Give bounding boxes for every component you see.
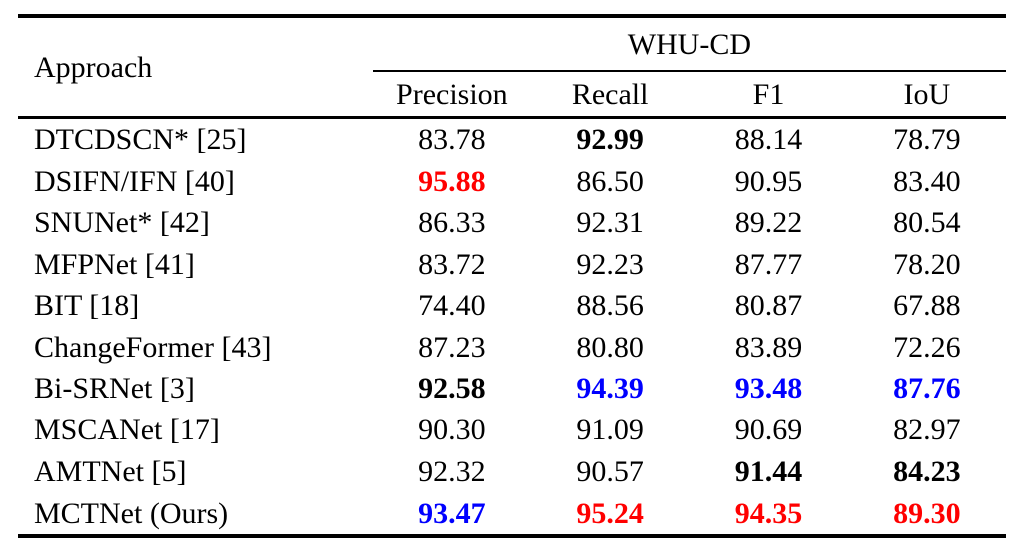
metric-value-cell: 83.40	[893, 164, 961, 198]
metric-value-cell: 84.23	[893, 454, 961, 488]
column-header-approach: Approach	[18, 16, 373, 119]
metric-value-cell: 90.30	[418, 413, 486, 447]
table-row: MSCANet [17] 90.30 91.09 90.69 82.97	[18, 409, 1006, 450]
table-row: MFPNet [41] 83.72 92.23 87.77 78.20	[18, 244, 1006, 285]
metric-value-cell: 78.20	[893, 247, 961, 281]
metric-value-cell: 87.77	[734, 247, 803, 281]
approach-cell: ChangeFormer [43]	[34, 330, 272, 364]
approach-cell: AMTNet [5]	[34, 454, 187, 488]
metric-value-cell: 80.87	[734, 289, 803, 323]
metric-value-cell: 88.14	[734, 123, 803, 157]
table-row: SNUNet* [42] 86.33 92.31 89.22 80.54	[18, 202, 1006, 243]
metric-value-cell: 92.58	[418, 372, 486, 406]
metric-value-cell: 67.88	[893, 289, 961, 323]
metric-value-cell: 95.24	[576, 496, 644, 530]
table-row: BIT [18] 74.40 88.56 80.87 67.88	[18, 285, 1006, 326]
approach-cell: MFPNet [41]	[34, 247, 195, 281]
metric-value-cell: 92.32	[418, 454, 486, 488]
metric-value-cell: 83.89	[734, 330, 803, 364]
column-header-iou: IoU	[847, 71, 1006, 119]
metric-value-cell: 87.23	[418, 330, 486, 364]
metric-value-cell: 86.33	[418, 206, 486, 240]
metric-value-cell: 92.31	[576, 206, 644, 240]
metric-value-cell: 74.40	[418, 289, 486, 323]
approach-cell: DTCDSCN* [25]	[34, 123, 247, 157]
table-row: Bi-SRNet [3] 92.58 94.39 93.48 87.76	[18, 368, 1006, 409]
results-table-body: DTCDSCN* [25] 83.78 92.99 88.14 78.79 DSIFN/I…	[18, 118, 1006, 537]
table-row: ChangeFormer [43] 87.23 80.80 83.89 72.26	[18, 326, 1006, 367]
approach-cell: BIT [18]	[34, 289, 140, 323]
metric-value-cell: 88.56	[576, 289, 644, 323]
metric-value-cell: 90.57	[576, 454, 644, 488]
results-table: Approach WHU-CD Precision Recall F1 IoU DTC…	[18, 14, 1006, 538]
metric-value-cell: 95.88	[418, 164, 486, 198]
metric-header-row: Precision Recall F1 IoU	[18, 71, 1006, 119]
metric-value-cell: 80.54	[893, 206, 961, 240]
metric-value-cell: 78.79	[893, 123, 961, 157]
metric-value-cell: 91.09	[576, 413, 644, 447]
dataset-header-row: Approach WHU-CD	[18, 16, 1006, 119]
metric-value-cell: 94.35	[734, 496, 803, 530]
column-header-recall: Recall	[531, 71, 690, 119]
metric-value-cell: 90.69	[734, 413, 803, 447]
metric-value-cell: 87.76	[893, 372, 961, 406]
approach-cell: MSCANet [17]	[34, 413, 220, 447]
metric-value-cell: 83.78	[418, 123, 486, 157]
metric-value-cell: 89.30	[893, 496, 961, 530]
approach-cell: SNUNet* [42]	[34, 206, 210, 240]
table-row: DTCDSCN* [25] 83.78 92.99 88.14 78.79	[18, 118, 1006, 161]
column-header-f1: F1	[689, 71, 848, 119]
approach-cell: Bi-SRNet [3]	[34, 372, 195, 406]
metric-value-cell: 83.72	[418, 247, 486, 281]
metric-value-cell: 91.44	[734, 454, 803, 488]
table-row: AMTNet [5] 92.32 90.57 91.44 84.23	[18, 451, 1006, 492]
metric-value-cell: 93.47	[418, 496, 486, 530]
table-row: DSIFN/IFN [40] 95.88 86.50 90.95 83.40	[18, 161, 1006, 202]
metric-value-cell: 89.22	[734, 206, 803, 240]
metric-value-cell: 92.23	[576, 247, 644, 281]
metric-value-cell: 72.26	[893, 330, 961, 364]
table-row: MCTNet (Ours) 93.47 95.24 94.35 89.30	[18, 492, 1006, 536]
metric-value-cell: 90.95	[734, 164, 803, 198]
dataset-group-header: WHU-CD	[372, 16, 1006, 72]
metric-value-cell: 92.99	[576, 123, 644, 157]
metric-value-cell: 94.39	[576, 372, 644, 406]
approach-cell: DSIFN/IFN [40]	[34, 164, 235, 198]
metric-value-cell: 80.80	[576, 330, 644, 364]
approach-cell: MCTNet (Ours)	[34, 496, 229, 530]
metric-value-cell: 86.50	[576, 164, 644, 198]
column-header-precision: Precision	[372, 71, 532, 119]
metric-value-cell: 93.48	[734, 372, 803, 406]
metric-value-cell: 82.97	[893, 413, 961, 447]
